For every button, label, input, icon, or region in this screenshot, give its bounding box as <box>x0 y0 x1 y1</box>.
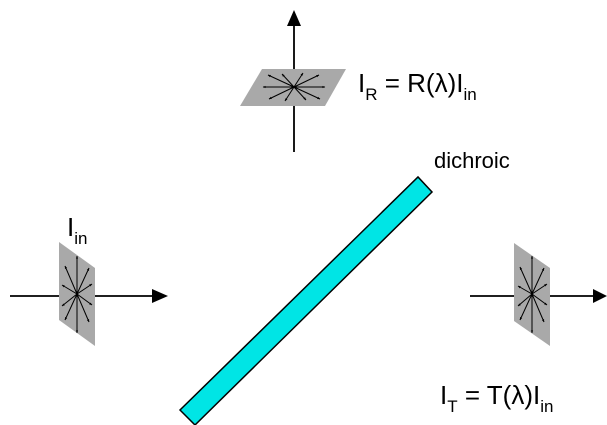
reflected-polarization-vectors <box>262 72 326 102</box>
incident-polarization-vectors <box>61 255 93 334</box>
incident-arrowhead <box>152 289 168 303</box>
reflected-arrowhead <box>287 10 301 26</box>
mirror-label: dichroic <box>434 148 510 173</box>
reflected-intensity-equation: IR = R(λ)Iin <box>358 68 477 104</box>
transmitted-arrowhead <box>593 289 607 303</box>
transmitted-intensity-equation: IT = T(λ)Iin <box>440 380 554 416</box>
dichroic-mirror <box>178 175 434 425</box>
transmitted-polarization-vectors <box>517 255 548 334</box>
incident-intensity-label: Iin <box>67 212 88 248</box>
